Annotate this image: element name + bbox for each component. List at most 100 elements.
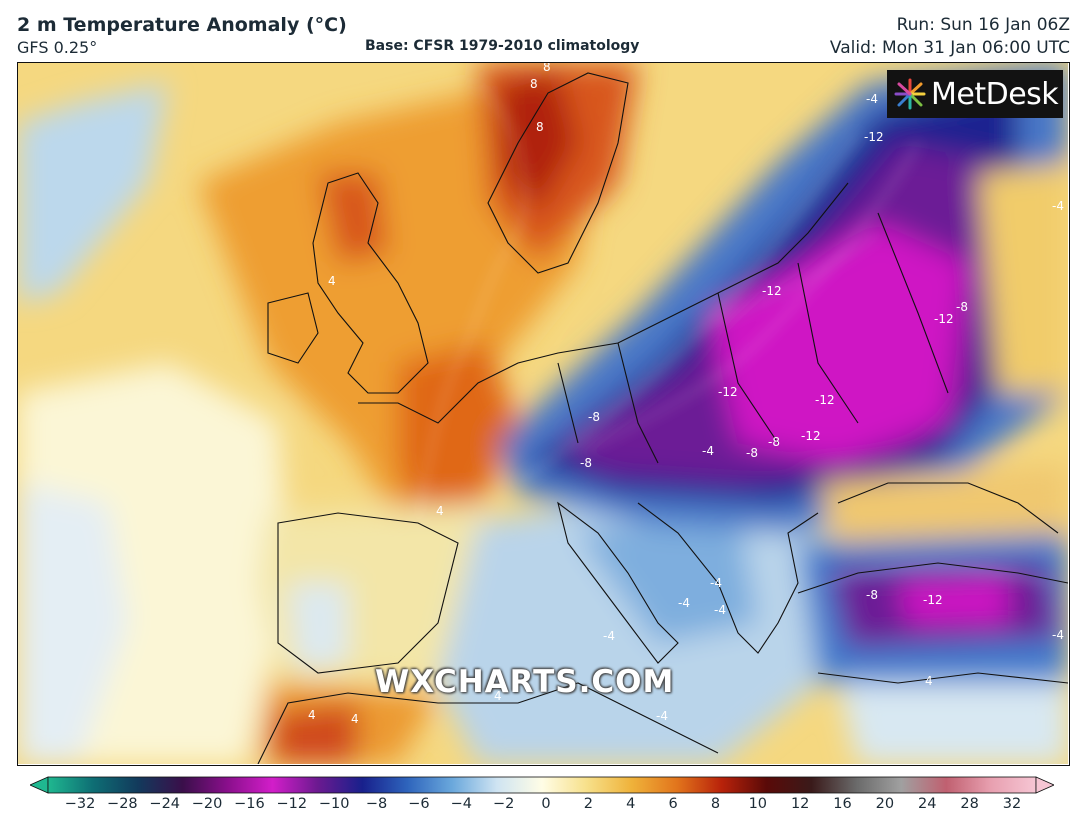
- coastline-iberia: [277, 512, 459, 674]
- anomaly-zone-france-warm: [398, 343, 518, 523]
- colorbar-tick-labels: −32 −28 −24 −20 −16 −12 −10 −8 −6 −4 −2 0 2 4 6 8 10 12 16…: [0, 796, 1088, 826]
- contour-label: -4: [710, 576, 722, 590]
- colorbar-tick-label: −12: [276, 796, 308, 812]
- metdesk-logo-icon: [894, 78, 926, 110]
- contour-label: 4: [494, 689, 502, 703]
- colorbar-tick-label: −32: [64, 796, 96, 812]
- colorbar-tick-label: −8: [365, 796, 388, 812]
- colorbar-right-arrow: [1035, 776, 1054, 794]
- run-label: Run: Sun 16 Jan 06Z: [896, 15, 1070, 35]
- coastline-britain: [312, 172, 429, 394]
- contour-label: -12: [801, 429, 821, 443]
- colorbar-tick-label: 20: [875, 796, 895, 812]
- anomaly-zone-mideast-cool: [838, 683, 1068, 764]
- contour-label: -12: [864, 130, 884, 144]
- contour-line: [577, 142, 919, 454]
- colorbar-bar: [47, 776, 1037, 794]
- anomaly-zone-scotland-warm: [318, 173, 388, 263]
- colorbar-tick-label: 32: [1002, 796, 1022, 812]
- contour-label: -4: [1052, 199, 1064, 213]
- colorbar-tick-label: −28: [107, 796, 138, 812]
- contour-label: 4: [308, 708, 316, 722]
- coastline-scandinavia: [487, 72, 629, 274]
- colorbar-tick-label: 6: [668, 796, 678, 812]
- contour-line: [417, 82, 527, 524]
- coastline-turkey: [797, 562, 1068, 684]
- contour-label: -4: [702, 444, 714, 458]
- contour-line: [827, 567, 1049, 584]
- anomaly-zone-europe-magenta: [708, 223, 968, 463]
- contour-label: 8: [536, 120, 544, 134]
- coastline-balkans: [637, 502, 819, 654]
- contour-label: -12: [762, 284, 782, 298]
- contour-label: -8: [956, 300, 968, 314]
- contour-label: -8: [588, 410, 600, 424]
- contour-label: 8: [543, 63, 551, 74]
- colorbar: [30, 776, 1054, 794]
- coastline-ireland: [267, 292, 319, 364]
- colorbar-tick-label: 4: [626, 796, 636, 812]
- colorbar-tick-label: −24: [149, 796, 181, 812]
- contour-labels: 8 8 8 -4 -12 -4 -12 -8 -12 -8 -12 -12 -8…: [308, 63, 1064, 726]
- colorbar-tick-label: 8: [710, 796, 721, 812]
- colorbar-tick-label: 0: [541, 796, 551, 812]
- contour-label: 4: [436, 504, 444, 518]
- colorbar-left-arrow: [30, 776, 49, 794]
- contour-label: -8: [866, 588, 878, 602]
- colorbar-tick-label: 24: [918, 796, 937, 812]
- contour-label: -12: [815, 393, 835, 407]
- contour-label: 4: [328, 274, 336, 288]
- anomaly-zone-norway-hot: [498, 73, 578, 213]
- anomaly-zone-east-warm: [978, 163, 1068, 393]
- colorbar-tick-label: −10: [318, 796, 350, 812]
- contour-label: -12: [923, 593, 943, 607]
- colorbar-tick-label: 28: [960, 796, 979, 812]
- contour-label: 4: [351, 712, 359, 726]
- base-climatology-label: Base: CFSR 1979-2010 climatology: [365, 38, 640, 54]
- contour-label: -4: [656, 709, 668, 723]
- anomaly-zone-atlantic-cool-2: [18, 483, 128, 764]
- wxcharts-watermark: WXCHARTS.COM: [375, 664, 675, 700]
- coastlines: [257, 72, 1068, 764]
- anomaly-zone-atlantic-cool: [18, 83, 168, 303]
- colorbar-tick-label: 12: [790, 796, 810, 812]
- anomaly-zone-turkey-magenta: [898, 578, 1008, 623]
- colorbar-tick-label: 10: [748, 796, 768, 812]
- colorbar-tick-label: −6: [408, 796, 430, 812]
- contour-label: -8: [746, 446, 758, 460]
- contour-label: -4: [1052, 628, 1064, 642]
- model-label: GFS 0.25°: [17, 38, 98, 57]
- colorbar-tick-label: −20: [191, 796, 223, 812]
- contour-label: 8: [530, 77, 538, 91]
- coastline-blacksea: [837, 482, 1059, 534]
- colorbar-tick-label: 16: [833, 796, 852, 812]
- anomaly-zone-iberia-cool: [288, 583, 348, 673]
- contour-line: [717, 232, 879, 324]
- contour-label: -4: [678, 596, 690, 610]
- contour-label: -4: [603, 629, 615, 643]
- contour-label: -12: [718, 385, 738, 399]
- contour-lines: [417, 82, 1049, 584]
- colorbar-tick-label: −16: [234, 796, 265, 812]
- contour-label: -4: [866, 92, 878, 106]
- colorbar-tick-label: −2: [492, 796, 515, 812]
- coastline-italy: [557, 501, 679, 664]
- valid-time-label: Valid: Mon 31 Jan 06:00 UTC: [829, 38, 1070, 58]
- metdesk-logo: MetDesk: [887, 70, 1063, 118]
- border-line: [557, 212, 949, 464]
- contour-label: -8: [580, 456, 592, 470]
- contour-label: -12: [934, 312, 954, 326]
- anomaly-zone-blacksea-warm: [818, 463, 1068, 543]
- contour-label: 4: [925, 674, 933, 688]
- metdesk-logo-text: MetDesk: [931, 76, 1059, 112]
- contour-label: -8: [768, 435, 780, 449]
- map-canvas: 8 8 8 -4 -12 -4 -12 -8 -12 -8 -12 -12 -8…: [18, 63, 1068, 764]
- contour-line: [517, 132, 859, 484]
- colorbar-tick-label: −4: [450, 796, 472, 812]
- anomaly-zone-africa-hot: [273, 703, 358, 764]
- anomaly-map: 8 8 8 -4 -12 -4 -12 -8 -12 -8 -12 -12 -8…: [17, 62, 1070, 766]
- coastline-africa: [257, 682, 719, 764]
- contour-label: -4: [714, 603, 726, 617]
- colorbar-tick-label: 2: [583, 796, 593, 812]
- coastline-western-europe: [358, 182, 849, 424]
